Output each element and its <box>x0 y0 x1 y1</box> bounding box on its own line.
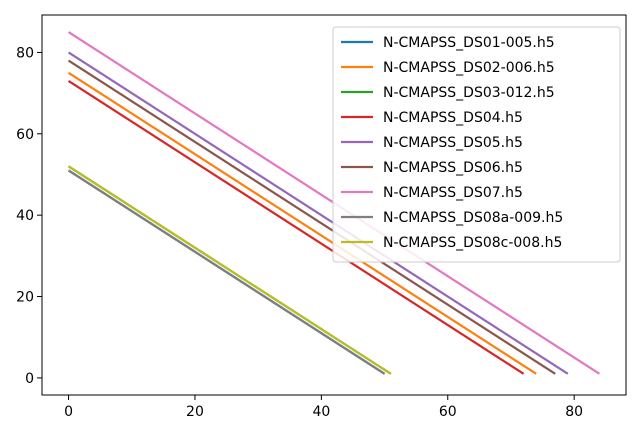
legend-label: N-CMAPSS_DS08a-009.h5 <box>383 210 563 226</box>
x-tick-label: 80 <box>565 404 583 420</box>
series-line-5 <box>67 51 569 375</box>
legend-label: N-CMAPSS_DS06.h5 <box>383 160 523 176</box>
legend-label: N-CMAPSS_DS07.h5 <box>383 185 523 201</box>
series-line-6 <box>67 59 556 375</box>
x-tick-label: 0 <box>64 404 73 420</box>
y-tick-label: 40 <box>16 208 34 224</box>
legend-label: N-CMAPSS_DS01-005.h5 <box>383 35 555 51</box>
y-tick-label: 20 <box>16 290 34 306</box>
x-tick-label: 20 <box>186 404 204 420</box>
series-line-9 <box>67 165 392 375</box>
legend-box <box>332 26 621 263</box>
series-lines <box>67 31 601 375</box>
legend-label: N-CMAPSS_DS04.h5 <box>383 110 523 126</box>
legend-label: N-CMAPSS_DS03-012.h5 <box>383 85 555 101</box>
y-tick-label: 80 <box>16 45 34 61</box>
legend-label: N-CMAPSS_DS02-006.h5 <box>383 60 555 76</box>
series-line-2 <box>67 71 537 375</box>
series-line-4 <box>67 79 525 375</box>
legend: N-CMAPSS_DS01-005.h5 N-CMAPSS_DS02-006.h5… <box>332 26 621 263</box>
x-tick-label: 40 <box>312 404 330 420</box>
y-tick-label: 0 <box>25 371 34 387</box>
plot-frame <box>41 14 627 396</box>
x-axis: 0 20 40 60 80 <box>64 395 583 420</box>
x-tick-label: 60 <box>439 404 457 420</box>
legend-label: N-CMAPSS_DS05.h5 <box>383 135 523 151</box>
legend-label: N-CMAPSS_DS08c-008.h5 <box>383 235 562 251</box>
y-axis: 0 20 40 60 80 <box>16 45 42 387</box>
series-line-8 <box>67 169 386 375</box>
y-tick-label: 60 <box>16 127 34 143</box>
